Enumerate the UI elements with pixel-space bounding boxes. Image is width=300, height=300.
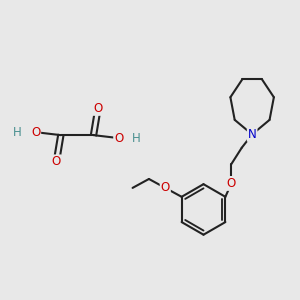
Text: O: O [160,182,170,194]
Text: O: O [31,126,40,139]
Text: O: O [52,155,61,168]
Text: N: N [248,128,256,141]
Text: O: O [93,102,103,115]
Text: O: O [114,132,123,145]
Text: O: O [227,177,236,190]
Text: H: H [132,132,141,145]
Text: H: H [14,126,22,139]
